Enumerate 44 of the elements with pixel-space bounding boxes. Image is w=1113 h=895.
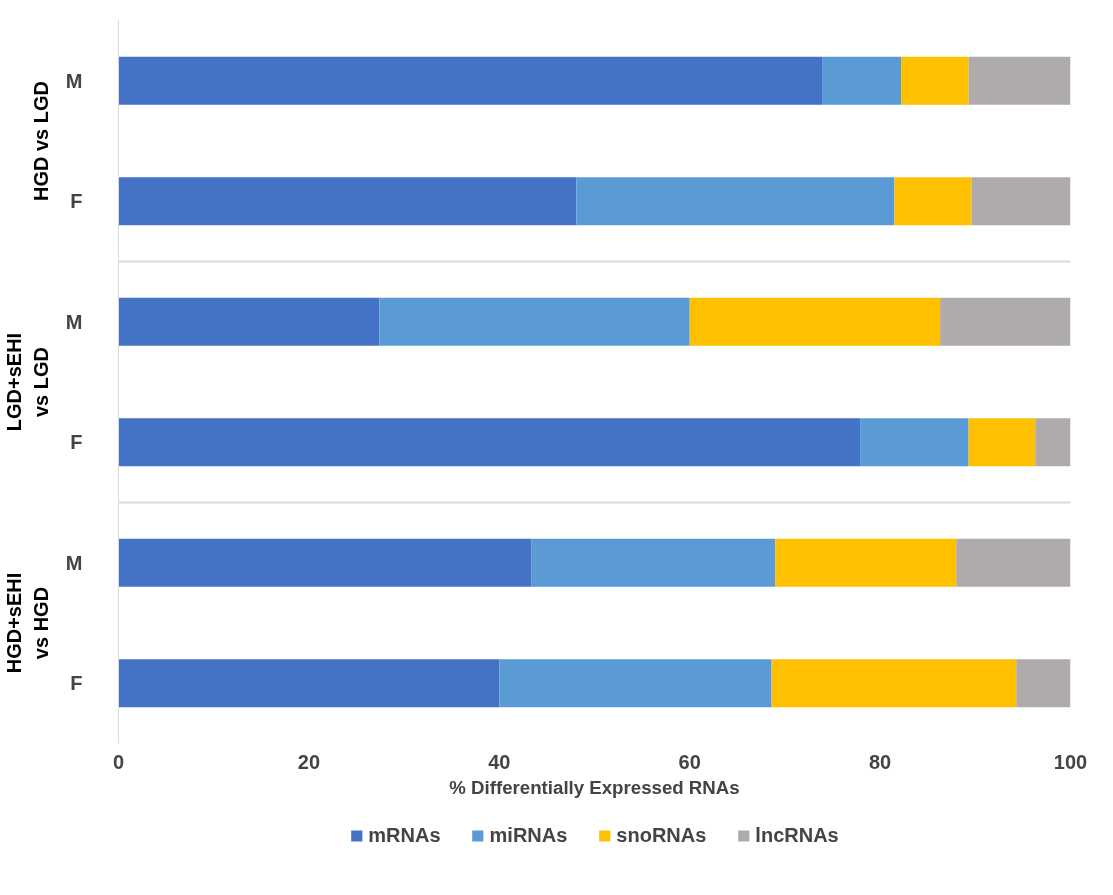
bar [968, 418, 1036, 467]
bar [1016, 659, 1071, 708]
legend-label: snoRNAs [616, 823, 707, 847]
bar [531, 538, 776, 587]
legend-label: lncRNAs [755, 823, 839, 847]
x-tick-label: 100 [1053, 750, 1088, 773]
bar [118, 56, 823, 105]
x-tick-label: 0 [112, 750, 125, 773]
bar [901, 56, 969, 105]
bar [118, 418, 861, 467]
x-tick-label: 40 [488, 750, 511, 773]
x-tick-label: 80 [868, 750, 892, 773]
text: HGD vs LGD [29, 80, 52, 202]
bar [118, 177, 577, 226]
bar [771, 659, 1017, 708]
bar [956, 538, 1071, 587]
bar [1035, 418, 1071, 467]
bar [971, 177, 1071, 226]
bar [775, 538, 957, 587]
legend-label: miRNAs [489, 823, 568, 847]
y-tick-label: F [70, 431, 83, 454]
y-tick-label: M [65, 551, 83, 574]
bar [499, 659, 772, 708]
bar [576, 177, 895, 226]
text: HGD+sEHI vs HGD [3, 572, 52, 674]
legend-label: mRNAs [368, 823, 441, 847]
y-tick-label: F [70, 190, 83, 213]
bar [968, 56, 1071, 105]
bar [379, 297, 690, 346]
bar [689, 297, 941, 346]
y-tick-label: M [65, 69, 83, 92]
text: LGD+sEHI vs LGD [3, 332, 52, 432]
y-tick-label: F [70, 672, 83, 695]
bar [940, 297, 1071, 346]
bar [822, 56, 902, 105]
bar [894, 177, 972, 226]
x-tick-label: 60 [678, 750, 701, 773]
x-axis-title: % Differentially Expressed RNAs [449, 776, 740, 798]
bar [860, 418, 969, 467]
y-tick-label: M [65, 310, 83, 333]
bar [118, 538, 532, 587]
bar [118, 297, 380, 346]
bar [118, 659, 500, 708]
x-tick-label: 20 [297, 750, 321, 773]
